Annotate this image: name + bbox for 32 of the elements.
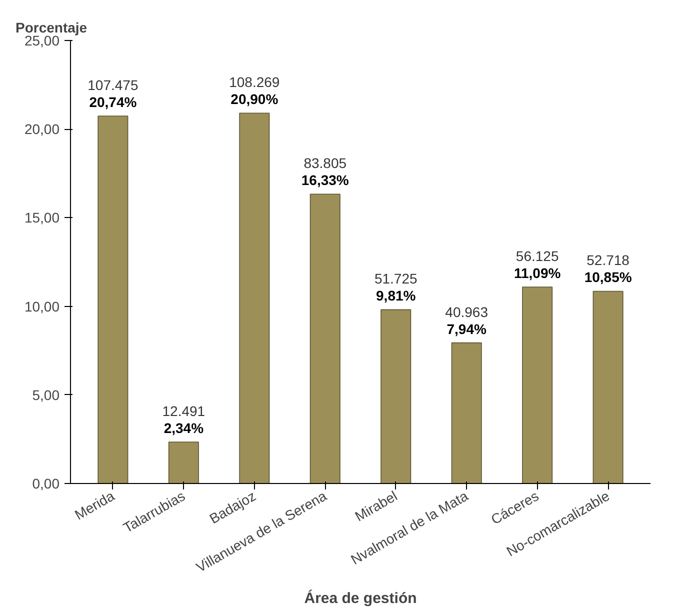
data-label: 2,34% (164, 420, 204, 436)
bar (592, 290, 624, 484)
y-tick-label: 5,00 (32, 386, 60, 403)
data-label: 16,33% (301, 172, 350, 188)
y-tick-label: 15,00 (24, 210, 60, 226)
y-tick-label: 25,00 (24, 32, 60, 48)
annotation: 40.963 (445, 304, 488, 320)
data-label: 20,90% (230, 91, 279, 108)
data-label: 10,85% (584, 269, 632, 286)
annotation: 51.725 (374, 270, 418, 287)
data-label: 20,74% (89, 94, 138, 110)
data-label: 11,09% (514, 264, 562, 281)
bar (380, 309, 412, 484)
y-tick-label: 10,00 (24, 298, 60, 314)
y-tick-label: 20,00 (24, 121, 60, 138)
bar (522, 286, 553, 484)
y-tick-label: 0,00 (32, 476, 60, 492)
data-label: 7,94% (446, 320, 487, 337)
bar (239, 112, 270, 484)
annotation: 107.475 (88, 76, 138, 93)
annotation: 83.805 (304, 155, 347, 172)
annotation: 56.125 (516, 248, 559, 264)
bar (310, 194, 340, 484)
bar (451, 342, 482, 484)
bar (98, 116, 128, 484)
annotation: 12.491 (162, 403, 206, 420)
bar (168, 442, 199, 484)
annotation: 108.269 (229, 74, 280, 90)
y-axis-title: Porcentaje (16, 20, 88, 36)
annotation: 52.718 (586, 252, 630, 268)
x-axis-title: Área de gestión (304, 589, 417, 608)
data-label: 9,81% (376, 288, 416, 304)
